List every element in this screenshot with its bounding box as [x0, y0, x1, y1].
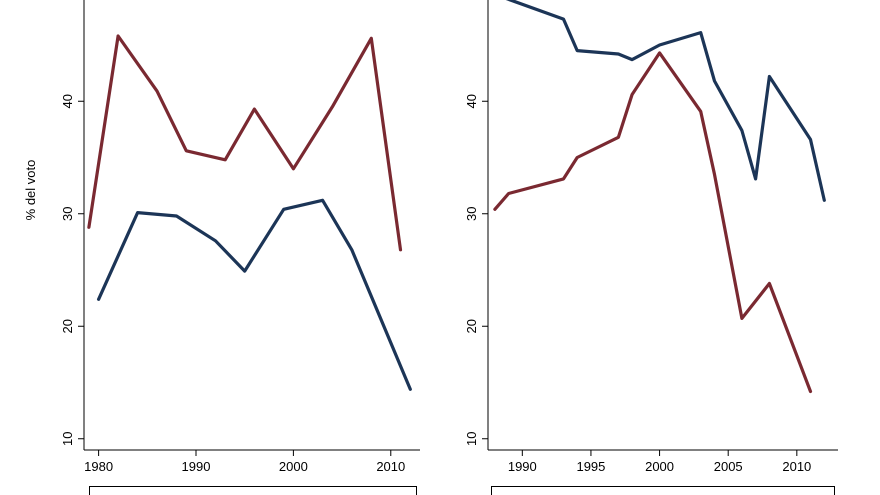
- right-chart-y-tick-label: 40: [464, 94, 479, 108]
- left-chart-y-axis-title: % del voto: [23, 160, 38, 221]
- right-chart-series-2-line: [493, 51, 813, 394]
- left-chart-series-2-line: [96, 198, 412, 391]
- left-chart-series-1-line: [87, 34, 403, 252]
- right-chart-y-tick-label: 30: [464, 207, 479, 221]
- right-chart-y-tick-label: 20: [464, 319, 479, 333]
- left-chart-panel: 10 20 30 40 1980 1990 2000 2010: [60, 0, 420, 474]
- left-chart-y-tick-label: 20: [60, 319, 75, 333]
- right-chart-legend-box: [491, 486, 835, 495]
- right-chart-x-tick-label: 2000: [645, 459, 674, 474]
- left-chart-y-tick-label: 30: [60, 207, 75, 221]
- right-chart-x-tick-label: 1995: [576, 459, 605, 474]
- right-chart-series-1-line: [505, 0, 826, 202]
- left-chart-x-tick-label: 1990: [182, 459, 211, 474]
- left-chart-x-tick-label: 2010: [376, 459, 405, 474]
- left-chart-y-tick-label: 40: [60, 94, 75, 108]
- left-chart-x-tick-label: 1980: [84, 459, 113, 474]
- right-chart-x-tick-label: 2005: [714, 459, 743, 474]
- left-chart-legend-box: [89, 486, 417, 495]
- right-chart-y-tick-label: 10: [464, 432, 479, 446]
- right-chart-x-tick-label: 1990: [508, 459, 537, 474]
- left-chart-x-tick-label: 2000: [279, 459, 308, 474]
- right-chart-panel: 10 20 30 40 1990 1995 2000 2005 2010: [464, 0, 838, 474]
- left-chart-y-tick-label: 10: [60, 432, 75, 446]
- right-chart-x-tick-label: 2010: [782, 459, 811, 474]
